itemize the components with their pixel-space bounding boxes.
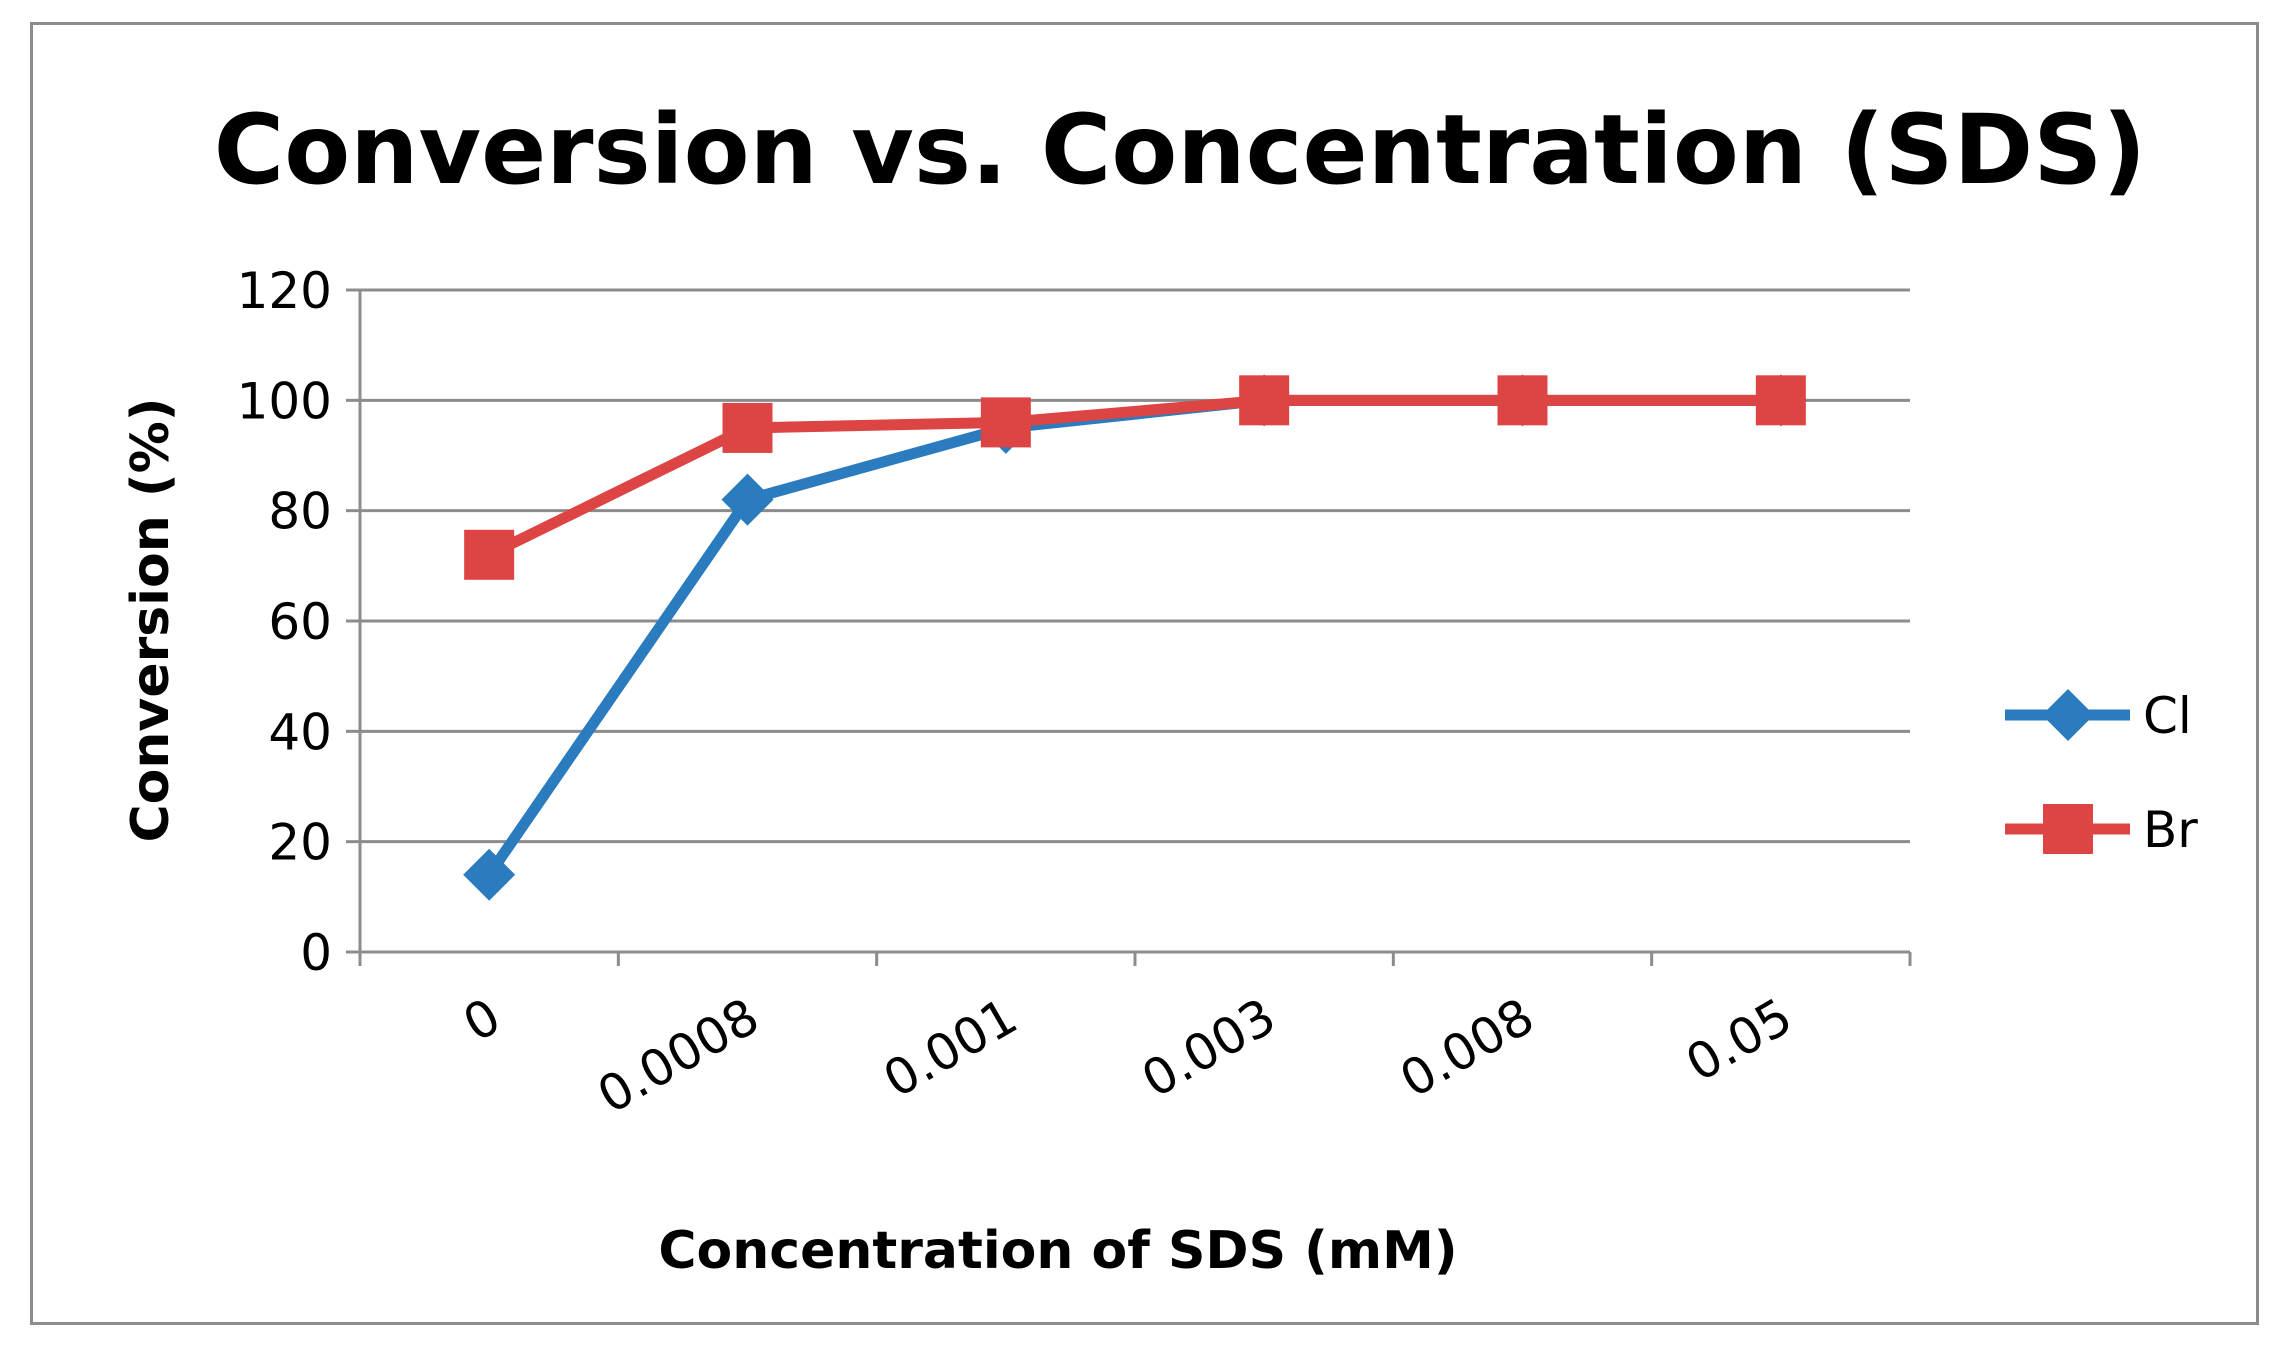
legend-label: Br: [2143, 801, 2198, 859]
y-tick-label: 80: [268, 483, 332, 541]
legend: Cl Br: [2005, 687, 2198, 859]
y-tick-label: 100: [237, 372, 332, 430]
legend-item-cl: Cl: [2005, 687, 2192, 745]
data-point-br: [722, 402, 773, 453]
data-point-br: [1755, 375, 1806, 426]
data-point-cl: [463, 848, 516, 901]
legend-item-br: Br: [2005, 801, 2198, 859]
y-tick-label: 120: [237, 262, 332, 320]
grid-lines: [360, 288, 1910, 844]
x-axis-title: Concentration of SDS (mM): [658, 1221, 1457, 1281]
series-line-br: [483, 394, 1787, 561]
x-tick-label: 0.008: [1391, 987, 1544, 1109]
data-point-br: [980, 397, 1031, 448]
x-tick-label: 0.05: [1676, 987, 1801, 1093]
x-tick-label: 0.003: [1132, 987, 1285, 1109]
legend-swatch-marker: [2043, 804, 2093, 854]
data-point-br: [1497, 375, 1548, 426]
chart-frame: [30, 22, 2259, 1325]
y-tick-label: 60: [268, 593, 332, 651]
data-point-cl: [721, 473, 774, 526]
axes: [346, 288, 1912, 966]
data-point-br: [1239, 375, 1290, 426]
legend-label: Cl: [2143, 687, 2192, 745]
series-cl: [463, 374, 1807, 901]
y-tick-label: 0: [300, 924, 332, 982]
series: [463, 374, 1807, 901]
x-tick-label: 0.0008: [588, 987, 769, 1125]
series-line-cl: [483, 394, 1787, 881]
y-axis-title: Conversion (%): [121, 398, 181, 843]
y-tick-label: 20: [268, 814, 332, 872]
data-point-br: [464, 529, 515, 580]
x-tick-label: 0.001: [874, 987, 1027, 1109]
x-tick-label: 0: [454, 987, 511, 1053]
x-tick-labels: 0 0.0008 0.001 0.003 0.008 0.05: [454, 987, 1802, 1125]
y-tick-labels: 0 20 40 60 80 100 120: [237, 262, 332, 982]
series-br: [464, 375, 1806, 580]
legend-swatch-marker: [2042, 689, 2094, 741]
y-tick-label: 40: [268, 703, 332, 761]
chart-title: Conversion vs. Concentration (SDS): [214, 94, 2147, 206]
